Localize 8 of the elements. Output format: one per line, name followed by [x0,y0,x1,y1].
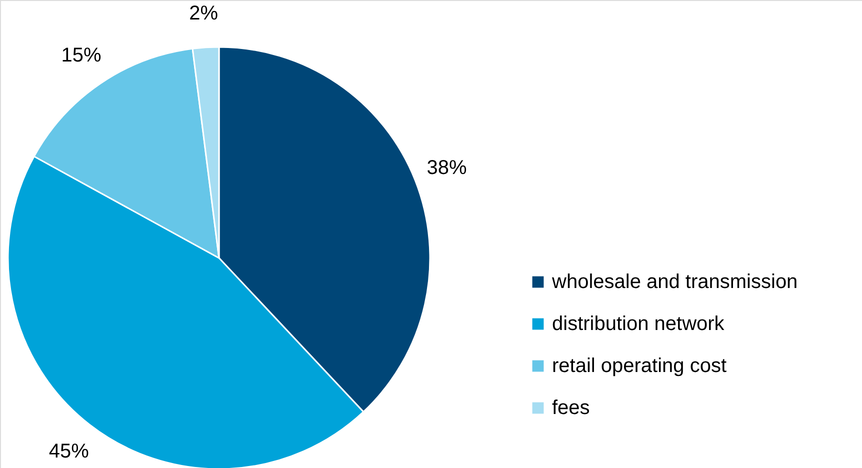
data-label: 15% [61,44,102,66]
data-label: 45% [48,440,90,463]
legend-label: fees [552,397,590,419]
legend-label: wholesale and transmission [551,271,798,293]
legend-label: retail operating cost [552,355,727,377]
data-label: 38% [426,156,468,179]
legend-label: distribution network [552,313,726,335]
data-label: 2% [189,2,218,24]
